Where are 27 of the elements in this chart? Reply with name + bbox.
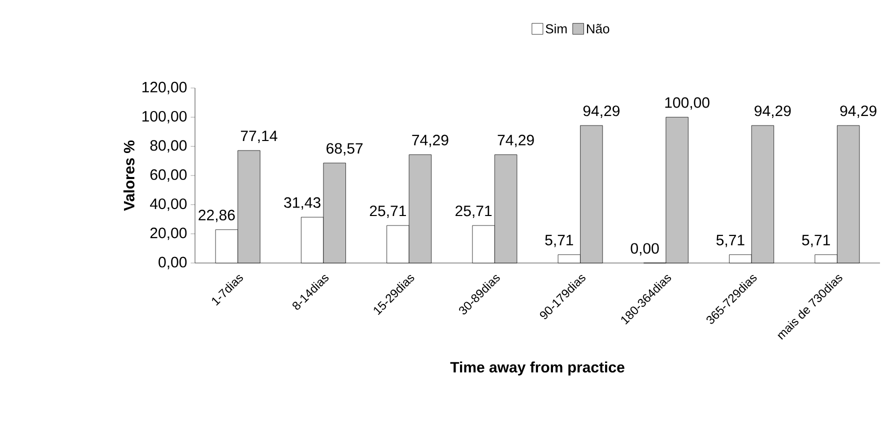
data-label: 94,29 (840, 106, 876, 118)
data-label: 5,71 (545, 234, 574, 248)
y-tick-label: 100,00 (142, 110, 187, 124)
data-label: 94,29 (583, 106, 620, 118)
data-label: 0,00 (630, 243, 659, 256)
data-label: 94,29 (754, 106, 791, 118)
legend-label: Não (586, 24, 610, 34)
data-label: 5,71 (716, 234, 744, 248)
data-label: 77,14 (240, 130, 278, 143)
data-label: 5,71 (802, 234, 830, 248)
data-label: 100,00 (665, 97, 710, 110)
data-label: 68,57 (326, 143, 363, 156)
data-label: 25,71 (456, 206, 492, 218)
data-label: 31,43 (284, 197, 320, 210)
y-tick-label: 120,00 (142, 82, 187, 94)
y-tick-label: 80,00 (150, 140, 187, 153)
y-tick-label: 60,00 (150, 169, 187, 182)
data-label: 74,29 (412, 134, 448, 148)
y-tick-label: 0,00 (158, 256, 187, 270)
data-label: 25,71 (370, 206, 406, 218)
data-label: 22,86 (198, 210, 235, 222)
legend-label: Sim (546, 24, 567, 34)
y-tick-label: 40,00 (150, 198, 187, 211)
data-label: 74,29 (498, 134, 534, 148)
x-axis-title: Time away from practice (450, 362, 624, 376)
y-tick-label: 20,00 (150, 228, 187, 240)
y-axis-title: Valores % (123, 140, 134, 211)
